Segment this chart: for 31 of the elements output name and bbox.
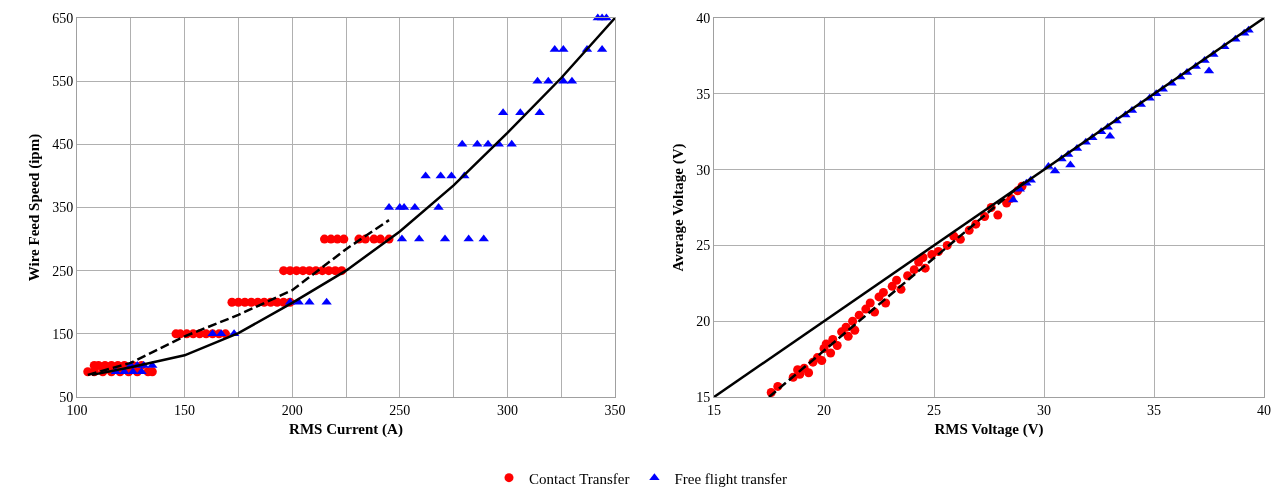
y-tick-label: 15 xyxy=(696,389,711,405)
legend-label: Free flight transfer xyxy=(674,470,787,487)
x-tick-label: 35 xyxy=(1147,402,1161,418)
y-tick-label: 450 xyxy=(52,137,74,153)
y-tick-label: 25 xyxy=(696,238,711,254)
y-tick-label: 550 xyxy=(52,74,74,90)
x-tick-label: 25 xyxy=(927,402,941,418)
y-axis-title: Average Voltage (V) xyxy=(670,143,688,272)
x-tick-label: 250 xyxy=(389,402,411,418)
x-tick-label: 20 xyxy=(817,402,831,418)
y-tick-label: 650 xyxy=(52,10,74,26)
x-tick-label: 40 xyxy=(1257,402,1271,418)
y-tick-label: 50 xyxy=(59,389,74,405)
y-tick-label: 20 xyxy=(696,314,711,330)
y-tick-label: 250 xyxy=(52,263,74,279)
y-tick-label: 350 xyxy=(52,200,74,216)
y-axis-title: Wire Feed Speed (ipm) xyxy=(26,133,44,282)
x-axis-title: RMS Current (A) xyxy=(289,420,403,438)
legend-label: Contact Transfer xyxy=(529,470,630,487)
y-tick-label: 30 xyxy=(696,162,711,178)
x-tick-label: 200 xyxy=(281,402,303,418)
x-tick-label: 300 xyxy=(496,402,518,418)
y-tick-label: 40 xyxy=(696,10,711,26)
y-tick-label: 150 xyxy=(52,326,74,342)
x-tick-label: 30 xyxy=(1037,402,1051,418)
x-axis-title: RMS Voltage (V) xyxy=(934,420,1044,438)
x-tick-label: 150 xyxy=(174,402,196,418)
x-tick-label: 100 xyxy=(66,402,88,418)
y-tick-label: 35 xyxy=(696,86,711,102)
x-tick-label: 350 xyxy=(604,402,626,418)
x-tick-label: 15 xyxy=(707,402,721,418)
